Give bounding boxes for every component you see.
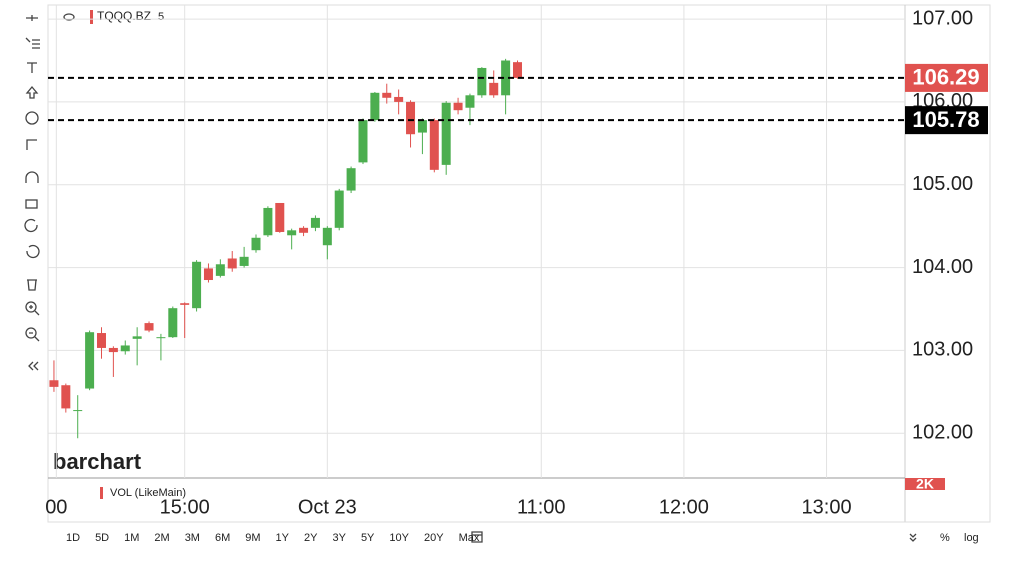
log-toggle[interactable]: log	[964, 532, 979, 544]
calendar-icon[interactable]	[471, 531, 483, 543]
candle-body	[168, 308, 178, 338]
x-tick-label: 00	[45, 496, 67, 518]
candle-body	[334, 190, 344, 228]
candle-body	[192, 261, 202, 309]
price-label: 105.78	[912, 107, 979, 132]
candle-body	[429, 120, 439, 170]
y-tick-label: 103.00	[912, 339, 973, 361]
candle-body	[465, 95, 475, 108]
range-button[interactable]: 2Y	[304, 532, 318, 544]
range-button[interactable]: 5Y	[361, 532, 375, 544]
range-button[interactable]: 20Y	[424, 532, 444, 544]
range-button[interactable]: 2M	[154, 532, 169, 544]
candle-body	[287, 230, 297, 236]
range-button[interactable]: 3Y	[332, 532, 346, 544]
candle-body	[394, 96, 404, 102]
range-button[interactable]: 10Y	[389, 532, 409, 544]
candle-body	[263, 207, 273, 236]
percent-toggle[interactable]: %	[940, 532, 950, 544]
candle-body	[513, 62, 523, 78]
interval: 5	[158, 11, 164, 23]
candle-body	[382, 92, 392, 98]
candle-body	[477, 67, 487, 96]
volume-marker	[100, 487, 103, 499]
candle-body	[120, 345, 130, 352]
range-button[interactable]: 1Y	[276, 532, 290, 544]
y-tick-label: 102.00	[912, 422, 973, 444]
candle-body	[346, 168, 356, 191]
candle-body	[96, 333, 106, 348]
candle-body	[370, 92, 380, 121]
volume-axis-label: 2K	[916, 476, 934, 492]
candle-body	[406, 101, 416, 135]
range-button[interactable]: 1D	[66, 532, 80, 544]
x-tick-label: 11:00	[517, 496, 566, 518]
y-tick-label: 105.00	[912, 173, 973, 195]
candle-body	[501, 60, 511, 96]
y-tick-label: 104.00	[912, 256, 973, 278]
candle-body	[49, 380, 59, 387]
collapse-icon[interactable]	[909, 533, 917, 542]
candle-body	[251, 237, 261, 251]
candle-body	[108, 347, 118, 353]
candle-body	[180, 303, 190, 305]
candle-body	[73, 410, 83, 412]
x-tick-label: 13:00	[802, 496, 852, 518]
x-tick-label: Oct 23	[298, 496, 357, 518]
candle-body	[489, 82, 499, 96]
volume-axis-box	[905, 478, 945, 490]
range-button[interactable]: 3M	[185, 532, 200, 544]
price-label: 106.29	[912, 65, 979, 90]
header: TQQQ.BZ 5	[63, 9, 164, 24]
candle-body	[417, 120, 427, 133]
range-button[interactable]: 1M	[124, 532, 139, 544]
range-button[interactable]: 6M	[215, 532, 230, 544]
candle-body	[441, 102, 451, 165]
candle-body	[239, 256, 249, 266]
candle-body	[299, 227, 309, 233]
range-button[interactable]: 5D	[95, 532, 109, 544]
candle-body	[85, 332, 95, 389]
chart-frame	[47, 4, 991, 523]
candle-body	[322, 227, 332, 246]
x-tick-label: 15:00	[160, 496, 210, 518]
x-tick-label: 12:00	[659, 496, 709, 518]
candle-body	[144, 323, 154, 331]
toolbar[interactable]	[24, 15, 40, 371]
candle-body	[132, 336, 142, 339]
candle-body	[227, 258, 237, 269]
candle-body	[156, 337, 166, 339]
candle-body	[275, 202, 285, 232]
range-button[interactable]: Max	[459, 532, 480, 544]
candle-body	[61, 385, 71, 409]
candle-body	[358, 120, 368, 163]
watermark: barchart	[53, 449, 142, 474]
candle-body	[310, 217, 320, 228]
candle-body	[215, 264, 225, 276]
range-button[interactable]: 9M	[245, 532, 260, 544]
symbol: TQQQ.BZ	[97, 9, 151, 23]
price-label-box	[905, 63, 988, 92]
price-label-box	[905, 106, 988, 135]
candle-body	[203, 268, 213, 281]
candle-body	[453, 102, 463, 111]
volume-label: VOL (LikeMain)	[110, 487, 186, 499]
y-tick-label: 107.00	[912, 7, 973, 29]
